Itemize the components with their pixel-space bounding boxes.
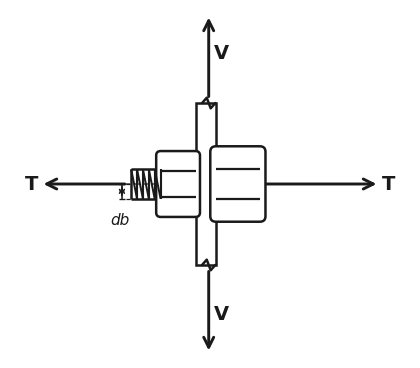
FancyBboxPatch shape: [156, 151, 200, 217]
Text: V: V: [214, 44, 229, 63]
Text: V: V: [214, 305, 229, 324]
Text: db: db: [110, 213, 130, 229]
FancyBboxPatch shape: [210, 146, 265, 222]
Bar: [196, 103, 216, 265]
Text: T: T: [382, 174, 395, 194]
Text: T: T: [25, 174, 38, 194]
